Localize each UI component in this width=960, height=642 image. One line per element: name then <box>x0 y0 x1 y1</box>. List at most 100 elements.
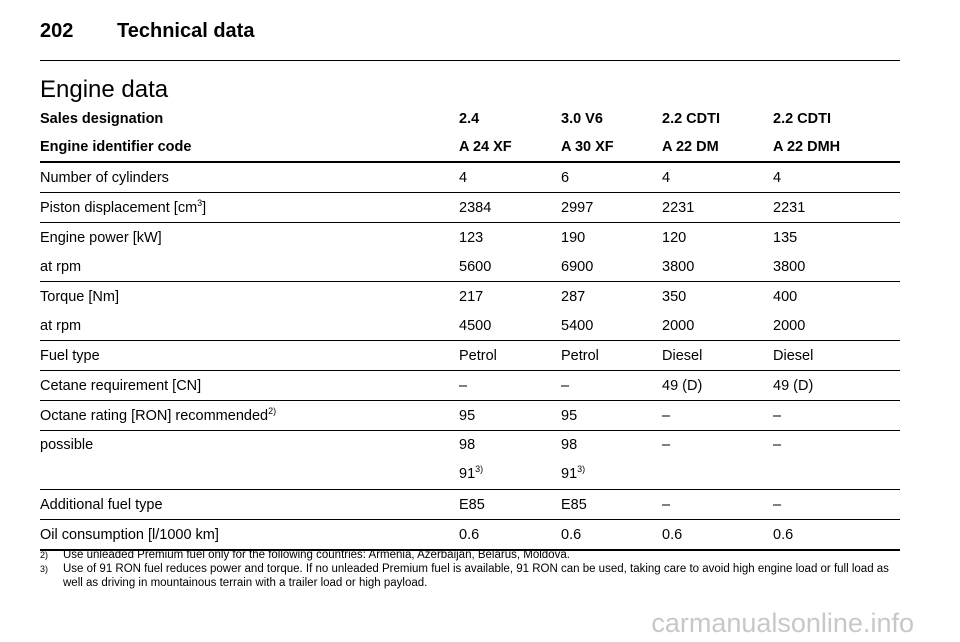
table-cell: 98 913) <box>459 431 561 489</box>
header-cell: Engine identifier code <box>40 139 192 155</box>
table-row: Engine power [kW] 123 190 120 135 <box>40 223 900 252</box>
table-cell: – <box>662 431 773 460</box>
table-cell: 135 <box>773 229 798 246</box>
table-cell: – <box>773 431 900 460</box>
row-group: possible 98 913) 98 913) – – <box>40 431 900 490</box>
table-cell: Diesel <box>773 347 814 364</box>
table-cell: Additional fuel type <box>40 496 163 513</box>
table-cell: 98 913) <box>561 431 662 489</box>
table-cell: at rpm <box>40 317 82 334</box>
table-cell: Engine power [kW] <box>40 229 162 246</box>
table-cell: 0.6 <box>459 526 480 543</box>
footnote: 2) Use unleaded Premium fuel only for the… <box>40 548 902 562</box>
table-cell: Diesel <box>662 347 703 364</box>
table-cell: Torque [Nm] <box>40 288 119 305</box>
table-row: at rpm 5600 6900 3800 3800 <box>40 252 900 281</box>
header-row: Engine identifier code A 24 XF A 30 XF A 22… <box>40 133 900 161</box>
row-group: Engine power [kW] 123 190 120 135 at rpm 5600 6… <box>40 223 900 282</box>
table-row: Number of cylinders 4 6 4 4 <box>40 163 900 192</box>
table-cell: 4 <box>662 169 671 186</box>
table-cell: Petrol <box>459 347 497 364</box>
table-cell: – <box>662 407 671 424</box>
text: Piston displacement [cm <box>40 199 198 216</box>
cell-line: 98 <box>561 437 578 453</box>
text: 91 <box>459 466 476 482</box>
footnote-ref: 2) <box>268 405 277 416</box>
header-row: Sales designation 2.4 3.0 V6 2.2 CDTI 2.2 CD… <box>40 105 900 133</box>
table-cell: 4 <box>773 169 782 186</box>
table-cell: 123 <box>459 229 484 246</box>
table-row: Oil consumption [l/1000 km] 0.6 0.6 0.6 0.6 <box>40 520 900 549</box>
table-cell: 2997 <box>561 199 594 216</box>
table-cell: possible <box>40 431 459 460</box>
table-cell: 120 <box>662 229 687 246</box>
text: ] <box>202 199 207 216</box>
header-cell: A 30 XF <box>561 139 614 155</box>
table-cell: 4 <box>459 169 468 186</box>
table-cell: Cetane requirement [CN] <box>40 377 202 394</box>
table-row: Torque [Nm] 217 287 350 400 <box>40 282 900 311</box>
row-group: Torque [Nm] 217 287 350 400 at rpm 4500 5400 200… <box>40 282 900 341</box>
table-cell: – <box>459 377 468 394</box>
table-cell: 2231 <box>773 199 806 216</box>
table-cell: – <box>773 407 782 424</box>
table-cell: 400 <box>773 288 798 305</box>
cell-line: 98 <box>459 437 476 453</box>
row-group: Additional fuel type E85 E85 – – <box>40 490 900 520</box>
table-cell: – <box>561 377 570 394</box>
cell-line: – <box>662 437 671 453</box>
table-cell: 2231 <box>662 199 695 216</box>
row-group: Oil consumption [l/1000 km] 0.6 0.6 0.6 0.6 <box>40 520 900 551</box>
header-cell: 2.2 CDTI <box>662 111 721 127</box>
table-cell: 6900 <box>561 258 594 275</box>
table-row: Octane rating [RON] recommended2) 95 95– – <box>40 401 900 430</box>
header-cell: Sales designation <box>40 111 164 127</box>
cell-line: 913) <box>459 460 561 489</box>
table-cell: 217 <box>459 288 484 305</box>
cell-line: – <box>773 437 782 453</box>
table-cell: 0.6 <box>561 526 582 543</box>
section-title: Technical data <box>117 20 255 42</box>
footnote-ref: 3 <box>197 197 203 208</box>
table-cell: Fuel type <box>40 347 100 364</box>
table-cell: 5600 <box>459 258 492 275</box>
table-cell: 350 <box>662 288 687 305</box>
footnote-text: Use of 91 RON fuel reduces power and tor… <box>63 563 889 589</box>
table-row: possible 98 913) 98 913) – – <box>40 431 900 489</box>
table-cell: 0.6 <box>662 526 683 543</box>
text: Octane rating [RON] recommended <box>40 407 269 424</box>
table-row: Fuel type Petrol Petrol Diesel Diesel <box>40 341 900 370</box>
header-cell: A 22 DMH <box>773 139 841 155</box>
watermark: carmanualsonline.info <box>651 608 914 638</box>
header-rule <box>40 60 900 61</box>
footnote-ref: 3) <box>577 464 586 474</box>
row-group: Piston displacement [cm3] 2384 2997 2231 223… <box>40 193 900 223</box>
table-cell: 5400 <box>561 317 594 334</box>
table-cell: 6 <box>561 169 570 186</box>
title: Engine data <box>40 76 169 103</box>
footnote: 3) Use of 91 RON fuel reduces power and t… <box>40 562 902 590</box>
table-cell: 3800 <box>773 258 806 275</box>
page-number: 202 <box>40 20 74 42</box>
table-cell: – <box>662 496 671 513</box>
table-cell: Oil consumption [l/1000 km] <box>40 526 219 543</box>
row-group: Octane rating [RON] recommended2) 95 95– – <box>40 401 900 431</box>
row-group: Number of cylinders 4 6 4 4 <box>40 163 900 193</box>
table-row: Piston displacement [cm3] 2384 2997 2231 223… <box>40 193 900 222</box>
header-cell: 2.2 CDTI <box>773 111 832 127</box>
footnotes: 2) Use unleaded Premium fuel only for the… <box>40 548 902 590</box>
row-group: Fuel type Petrol Petrol Diesel Diesel <box>40 341 900 371</box>
cell-line: 913) <box>561 460 662 489</box>
cell-line: possible <box>40 437 94 453</box>
footnote-ref: 3) <box>475 464 484 474</box>
table-cell: 4500 <box>459 317 492 334</box>
table-cell: at rpm <box>40 258 82 275</box>
header-cell: 3.0 V6 <box>561 111 603 127</box>
table-cell: 3800 <box>662 258 695 275</box>
table-cell: 190 <box>561 229 586 246</box>
footnote-marker: 3) <box>40 564 49 574</box>
table-cell: Petrol <box>561 347 599 364</box>
table-header: Sales designation 2.4 3.0 V6 2.2 CDTI 2.2 CD… <box>40 105 900 163</box>
table-cell: 2000 <box>773 317 806 334</box>
